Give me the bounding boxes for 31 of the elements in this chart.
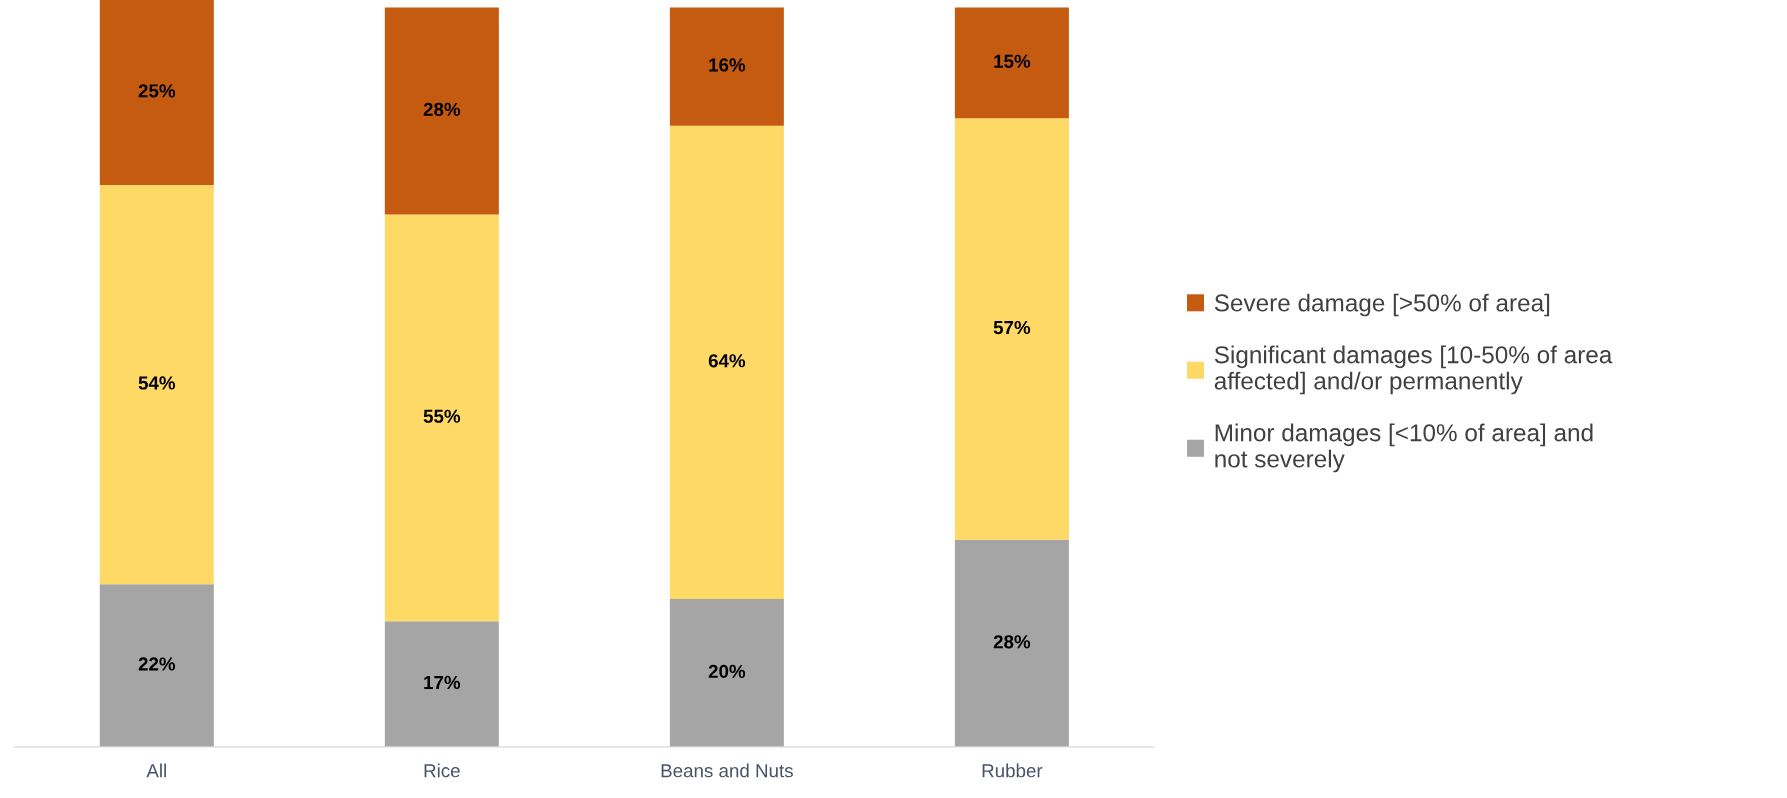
bar: [99, 584, 214, 747]
data-label: 20%: [708, 664, 746, 679]
data-label: 16%: [709, 58, 746, 72]
data-label: 55%: [423, 409, 461, 423]
data-label: 28%: [423, 102, 461, 116]
bar: [954, 539, 1069, 747]
data-label: 15%: [994, 54, 1031, 68]
data-label: 25%: [138, 84, 176, 98]
x-tick-label: Rice: [424, 763, 460, 778]
bar: [384, 621, 499, 747]
bar: [954, 118, 1069, 540]
x-tick-label: Beans and Nuts: [661, 763, 793, 778]
data-label: 28%: [993, 635, 1031, 649]
bar: [669, 125, 784, 600]
legend-label: Minor damages [<10% of area] and not severely: [1215, 423, 1593, 473]
bar: [954, 7, 1069, 119]
data-label: 22%: [138, 657, 176, 671]
bar: [99, 184, 214, 585]
bar: [384, 214, 499, 622]
legend-label: Severe damage [>50% of area]: [1214, 293, 1550, 317]
data-label: 54%: [138, 376, 176, 390]
bar: [669, 599, 784, 747]
data-label: 17%: [424, 675, 461, 690]
bar: [99, 0, 214, 185]
data-label: 64%: [708, 354, 746, 368]
data-label: 57%: [993, 320, 1031, 335]
x-tick-label: All: [146, 763, 166, 778]
bar: [384, 7, 499, 215]
legend-label: Significant damages [10-50% of area affected] and/or permanently: [1214, 345, 1613, 395]
bar: [669, 7, 784, 126]
x-tick-label: Rubber: [982, 763, 1043, 778]
